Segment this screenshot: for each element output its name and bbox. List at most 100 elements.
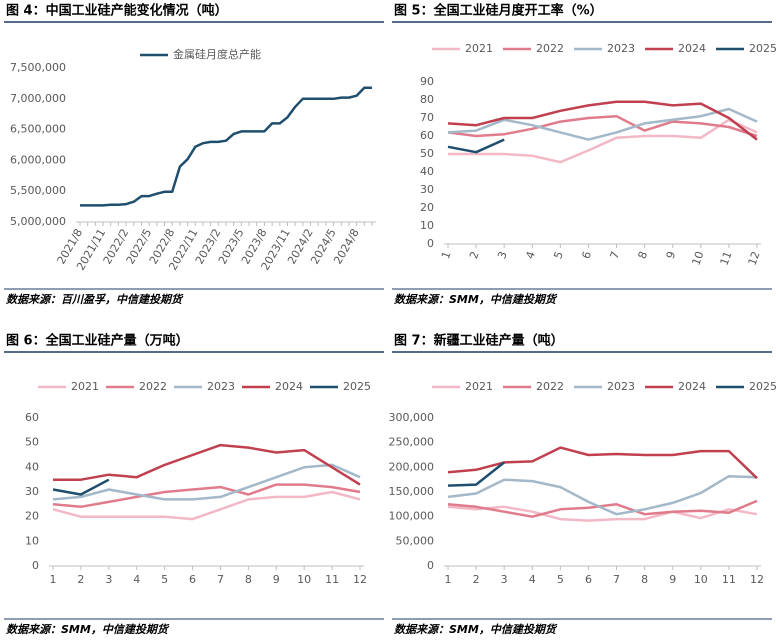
x-tick-label: 10 <box>689 250 706 268</box>
figure-source: 数据来源：SMM，中信建投期货 <box>6 623 170 636</box>
x-tick-label: 9 <box>273 573 280 586</box>
figure-source: 数据来源：SMM，中信建投期货 <box>394 293 558 306</box>
x-tick-label: 1 <box>50 573 57 586</box>
figure-title: 图 6：全国工业硅产量（万吨） <box>6 333 189 349</box>
legend-label: 2024 <box>275 380 303 393</box>
legend-label: 2022 <box>139 380 167 393</box>
y-tick-label: 40 <box>25 460 39 473</box>
x-tick-label: 10 <box>297 573 311 586</box>
series-line <box>52 483 361 509</box>
x-tick-label: 9 <box>664 250 679 261</box>
legend-label: 2021 <box>465 380 493 393</box>
x-tick-label: 6 <box>189 573 196 586</box>
legend-label: 2021 <box>71 380 99 393</box>
x-tick-label: 8 <box>641 573 648 586</box>
y-tick-label: 0 <box>427 559 434 572</box>
series-line <box>447 138 505 154</box>
y-tick-label: 0 <box>32 559 39 572</box>
y-tick-label: 80 <box>420 93 434 106</box>
y-tick-label: 250,000 <box>389 436 435 449</box>
y-tick-label: 200,000 <box>389 460 435 473</box>
y-tick-label: 60 <box>420 129 434 142</box>
legend-label: 2023 <box>607 42 635 55</box>
figure-title: 图 7：新疆工业硅产量（吨） <box>394 333 564 349</box>
x-tick-label: 10 <box>694 573 708 586</box>
y-tick-label: 300,000 <box>389 411 435 424</box>
x-tick-label: 11 <box>325 573 339 586</box>
series-line <box>447 446 758 480</box>
legend-label: 2021 <box>465 42 493 55</box>
y-tick-label: 6,500,000 <box>10 123 66 136</box>
y-tick-label: 30 <box>25 485 39 498</box>
x-tick-label: 8 <box>245 573 252 586</box>
y-tick-label: 40 <box>420 165 434 178</box>
x-tick-label: 12 <box>746 250 763 268</box>
y-tick-label: 20 <box>420 201 434 214</box>
x-tick-label: 3 <box>495 250 510 261</box>
y-tick-label: 70 <box>420 111 434 124</box>
y-tick-label: 7,500,000 <box>10 61 66 74</box>
series-line <box>52 478 110 496</box>
legend-label: 2024 <box>678 42 706 55</box>
series-line <box>52 490 361 521</box>
legend-label: 2025 <box>749 42 776 55</box>
x-tick-label: 7 <box>217 573 224 586</box>
legend-label: 2023 <box>607 380 635 393</box>
y-tick-label: 30 <box>420 183 434 196</box>
y-tick-label: 7,000,000 <box>10 92 66 105</box>
series-line <box>447 114 758 138</box>
y-tick-label: 10 <box>420 219 434 232</box>
y-tick-label: 50 <box>420 147 434 160</box>
series-line <box>447 461 505 487</box>
series-line <box>52 463 361 501</box>
series-line <box>80 86 372 207</box>
series-line <box>447 100 758 141</box>
x-tick-label: 7 <box>608 250 623 261</box>
y-tick-label: 0 <box>427 237 434 250</box>
series-line <box>447 505 758 522</box>
x-tick-label: 6 <box>579 250 594 261</box>
x-tick-label: 1 <box>439 250 454 261</box>
y-tick-label: 150,000 <box>389 485 435 498</box>
x-tick-label: 12 <box>353 573 367 586</box>
figure-title: 图 4：中国工业硅产能变化情况（吨） <box>6 3 228 19</box>
y-tick-label: 5,000,000 <box>10 215 66 228</box>
y-tick-label: 90 <box>420 75 434 88</box>
series-line <box>447 474 758 516</box>
x-tick-label: 1 <box>445 573 452 586</box>
y-tick-label: 6,000,000 <box>10 153 66 166</box>
x-tick-label: 8 <box>636 250 651 261</box>
legend-label: 2025 <box>343 380 371 393</box>
legend-label: 2023 <box>207 380 235 393</box>
figure-title: 图 5：全国工业硅月度开工率（%） <box>394 3 603 19</box>
figure-source: 数据来源：SMM，中信建投期货 <box>394 623 558 636</box>
x-tick-label: 5 <box>557 573 564 586</box>
x-tick-label: 5 <box>551 250 566 261</box>
series-line <box>447 499 758 518</box>
x-tick-label: 4 <box>529 573 536 586</box>
x-tick-label: 4 <box>523 250 538 261</box>
x-tick-label: 3 <box>501 573 508 586</box>
x-tick-label: 12 <box>750 573 764 586</box>
x-tick-label: 6 <box>585 573 592 586</box>
figure-source: 数据来源：百川盈孚，中信建投期货 <box>6 293 184 306</box>
x-tick-label: 11 <box>722 573 736 586</box>
y-tick-label: 60 <box>25 411 39 424</box>
x-tick-label: 11 <box>718 250 735 268</box>
series-line <box>53 443 361 486</box>
x-tick-label: 5 <box>161 573 168 586</box>
series-line <box>448 118 758 164</box>
y-tick-label: 100,000 <box>389 510 435 523</box>
legend-label: 金属硅月度总产能 <box>173 47 261 61</box>
y-tick-label: 50 <box>25 436 39 449</box>
x-tick-label: 9 <box>669 573 676 586</box>
x-tick-label: 2 <box>77 573 84 586</box>
legend-label: 2022 <box>536 380 564 393</box>
legend-label: 2024 <box>678 380 706 393</box>
y-tick-label: 10 <box>25 534 39 547</box>
y-tick-label: 20 <box>25 510 39 523</box>
y-tick-label: 50,000 <box>396 534 435 547</box>
x-tick-label: 2 <box>473 573 480 586</box>
